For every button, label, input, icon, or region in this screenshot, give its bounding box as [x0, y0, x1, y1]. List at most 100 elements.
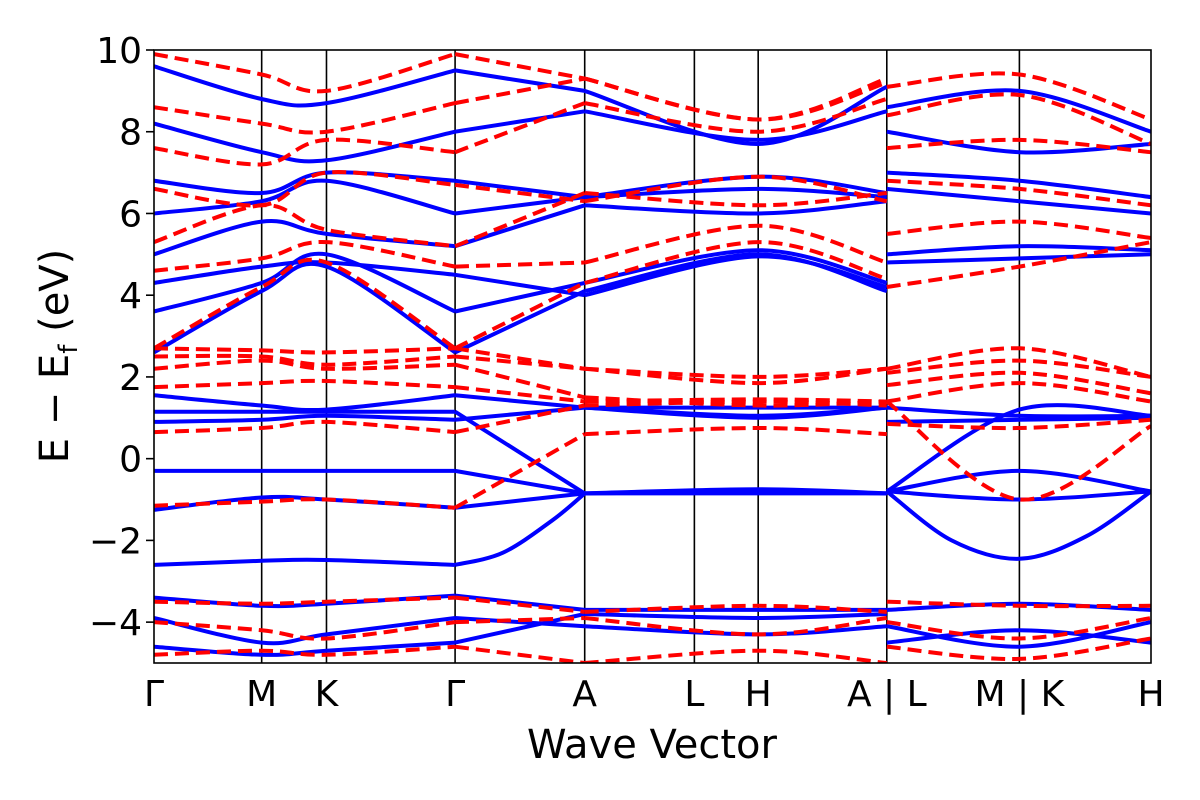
band-line-solid: [584, 199, 887, 216]
band-line-dashed: [584, 395, 887, 408]
x-tick-label: A | L: [847, 674, 927, 715]
band-line-solid: [886, 601, 1151, 612]
band-line-solid: [886, 489, 1151, 502]
band-line-dashed: [454, 76, 586, 106]
plot-frame: [153, 49, 1152, 664]
band-line-dashed: [886, 599, 1151, 609]
band-line-dashed: [454, 101, 586, 155]
band-line-dashed: [584, 240, 888, 285]
band-line-solid: [154, 616, 456, 646]
x-tick-label: M: [246, 674, 277, 715]
y-axis-title-subscript: f: [54, 344, 84, 354]
x-tick-label: H: [1137, 674, 1164, 715]
band-line-dashed: [584, 426, 887, 437]
x-tick-label: L: [684, 674, 704, 715]
band-line-dashed: [154, 595, 456, 606]
band-line-dashed: [886, 616, 1151, 641]
band-line-dashed: [454, 182, 585, 204]
band-line-dashed: [584, 603, 887, 614]
band-line-dashed: [584, 648, 887, 663]
band-line-solid: [886, 88, 1151, 134]
y-tick-label: −2: [89, 521, 142, 562]
band-line-solid: [454, 491, 585, 510]
band-line-dashed: [154, 101, 456, 135]
band-line-solid: [584, 405, 887, 420]
band-line-dashed: [154, 353, 456, 367]
band-line-solid: [454, 68, 586, 93]
band-line-dashed: [454, 362, 586, 400]
band-line-dashed: [454, 346, 586, 371]
band-line-dashed: [886, 346, 1151, 379]
y-axis-title: E − Ef (eV): [32, 249, 84, 464]
band-line-dashed: [154, 203, 456, 249]
y-tick-label: −4: [89, 603, 142, 644]
band-line-solid: [454, 280, 586, 314]
band-line-dashed: [455, 260, 585, 269]
band-line-solid: [154, 557, 456, 567]
band-line-solid: [886, 628, 1151, 645]
band-line-dashed: [454, 595, 585, 614]
band-line-solid: [154, 261, 457, 355]
band-line-solid: [886, 186, 1151, 216]
band-line-solid: [584, 109, 888, 142]
band-line-dashed: [886, 178, 1151, 208]
band-line-dashed: [886, 71, 1151, 122]
band-line-dashed: [454, 385, 585, 404]
band-line-solid: [154, 64, 456, 108]
band-line-solid: [454, 468, 586, 496]
band-line-dashed: [886, 381, 1151, 404]
band-line-solid: [454, 109, 586, 134]
band-line-dashed: [454, 403, 586, 435]
y-tick-label: 0: [119, 440, 142, 481]
band-line-dashed: [886, 240, 1151, 289]
band-line-solid: [886, 405, 1151, 419]
band-line-dashed: [886, 92, 1151, 146]
band-line-solid: [584, 254, 888, 298]
band-line-solid: [584, 252, 888, 294]
band-line-solid: [584, 84, 888, 147]
band-line-dashed: [454, 432, 586, 510]
band-line-dashed: [886, 358, 1151, 379]
band-line-dashed: [154, 257, 457, 351]
band-line-solid: [886, 252, 1151, 265]
band-line-dashed: [454, 644, 585, 663]
y-tick-label: 6: [119, 194, 142, 235]
band-line-dashed: [584, 76, 888, 122]
x-tick-label: H: [745, 674, 772, 715]
band-line-solid: [885, 489, 1151, 561]
band-line-dashed: [154, 240, 456, 273]
band-line-solid: [154, 413, 456, 424]
band-line-dashed: [886, 417, 1151, 431]
y-tick-label: 2: [119, 358, 142, 399]
band-line-dashed: [886, 219, 1151, 240]
x-tick-label: Γ: [445, 674, 465, 715]
band-line-dashed: [584, 399, 887, 408]
band-line-dashed: [454, 191, 586, 249]
band-line-dashed: [886, 137, 1151, 155]
band-line-dashed: [154, 346, 456, 355]
band-line-solid: [454, 491, 586, 567]
band-line-dashed: [154, 358, 456, 371]
band-line-solid: [886, 620, 1151, 649]
band-line-dashed: [454, 354, 585, 371]
band-line-dashed: [154, 644, 456, 657]
band-line-solid: [886, 468, 1151, 494]
band-line-solid: [886, 415, 1151, 424]
x-tick-label: K: [315, 674, 340, 715]
band-line-dashed: [584, 366, 888, 386]
x-tick-label: A: [572, 674, 597, 715]
band-line-dashed: [154, 620, 456, 641]
band-line-dashed: [154, 170, 456, 208]
band-line-solid: [584, 612, 887, 620]
y-tick-label: 4: [119, 276, 142, 317]
band-line-solid: [454, 405, 585, 422]
band-line-solid: [885, 403, 1151, 494]
band-lines: [154, 52, 1151, 663]
band-line-solid: [454, 272, 586, 298]
x-tick-label: M | K: [975, 674, 1066, 715]
band-line-solid: [154, 393, 456, 413]
band-line-dashed: [584, 191, 887, 208]
band-line-dashed: [885, 399, 1151, 502]
y-axis-title-unit: (eV): [32, 249, 78, 345]
